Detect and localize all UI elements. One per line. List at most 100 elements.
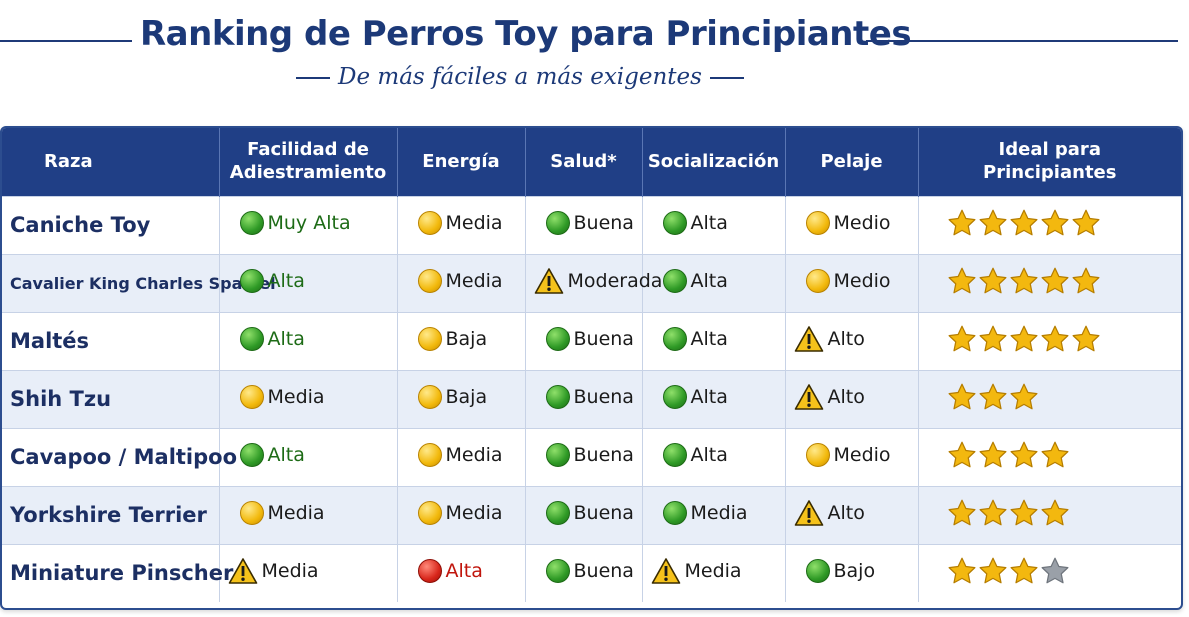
rating-label: Buena — [573, 327, 634, 350]
star-icon — [979, 441, 1006, 467]
subtitle-dash-right — [709, 77, 744, 79]
green-dot-icon — [239, 442, 264, 467]
star-icon — [979, 267, 1006, 293]
star-icon — [1010, 499, 1037, 525]
star-icon — [1072, 325, 1099, 351]
rating-value: Baja — [417, 384, 487, 409]
rating-label: Alto — [827, 327, 865, 350]
rating-label: Media — [684, 559, 742, 582]
rating-value: Media — [651, 557, 742, 585]
rating-cell: Media — [397, 195, 526, 254]
rating-label: Alta — [267, 327, 305, 350]
rating-value: Media — [417, 442, 503, 467]
table-header: Raza Facilidad de Adiestramiento Energía Sa… — [2, 128, 1181, 196]
column-header: Pelaje — [785, 128, 919, 196]
rating-label: Media — [445, 501, 503, 524]
star-rating — [918, 485, 1181, 544]
rating-value: Buena — [545, 384, 634, 409]
rating-label: Alta — [690, 443, 728, 466]
warning-icon — [534, 267, 563, 294]
rating-cell: Media — [642, 485, 786, 544]
rating-cell: Media — [397, 427, 526, 486]
stars-group — [947, 556, 1070, 586]
column-header: Facilidad de Adiestramiento — [219, 128, 398, 196]
star-icon — [948, 557, 975, 584]
rating-label: Media — [261, 559, 319, 582]
yellow-dot-icon — [239, 384, 264, 409]
star-rating — [918, 543, 1181, 602]
title-rule-right — [866, 40, 1178, 42]
rating-label: Muy Alta — [267, 211, 351, 234]
rating-cell: Alta — [219, 311, 398, 370]
rating-label: Alto — [827, 501, 865, 524]
rating-cell: Alta — [642, 369, 786, 428]
stars-group — [947, 324, 1101, 354]
star-icon — [1010, 557, 1037, 584]
green-dot-icon — [662, 384, 687, 409]
rating-label: Medio — [833, 443, 891, 466]
rating-cell: Alto — [785, 311, 919, 370]
rating-value: Alta — [662, 210, 728, 235]
rating-cell: Buena — [525, 427, 643, 486]
rating-value: Buena — [545, 500, 634, 525]
warning-icon — [794, 325, 823, 352]
star-icon — [948, 325, 975, 351]
star-icon — [1041, 325, 1068, 351]
yellow-dot-icon — [417, 210, 442, 235]
star-icon — [948, 383, 975, 409]
rating-value: Alta — [662, 268, 728, 293]
rating-value: Media — [417, 210, 503, 235]
star-icon — [1010, 209, 1037, 235]
star-icon — [948, 499, 975, 525]
rating-cell: Buena — [525, 311, 643, 370]
rating-value: Alto — [794, 383, 865, 411]
rating-label: Bajo — [833, 559, 876, 582]
rating-cell: Buena — [525, 485, 643, 544]
breed-name: Cavalier King Charles Spaniel — [2, 253, 276, 312]
green-dot-icon — [662, 442, 687, 467]
yellow-dot-icon — [417, 384, 442, 409]
rating-cell: Medio — [785, 253, 919, 312]
rating-value: Medio — [805, 268, 891, 293]
rating-label: Buena — [573, 211, 634, 234]
breed-name: Cavapoo / Maltipoo — [2, 427, 237, 486]
rating-cell: Media — [219, 369, 398, 428]
rating-value: Media — [228, 557, 319, 585]
rating-value: Alta — [239, 268, 305, 293]
rating-value: Alto — [794, 325, 865, 353]
stars-group — [947, 208, 1101, 238]
ranking-table-container: Raza Facilidad de Adiestramiento Energía Sa… — [0, 126, 1183, 610]
rating-value: Alto — [794, 499, 865, 527]
rating-value: Buena — [545, 442, 634, 467]
rating-label: Medio — [833, 269, 891, 292]
star-icon — [979, 209, 1006, 235]
green-dot-icon — [239, 268, 264, 293]
rating-cell: Media — [219, 485, 398, 544]
green-dot-icon — [662, 500, 687, 525]
rating-cell: Alta — [397, 543, 526, 602]
rating-cell: Alto — [785, 485, 919, 544]
table-row: Miniature Pinscher Media Alta Buena Media Baj… — [2, 543, 1181, 602]
breed-name: Yorkshire Terrier — [2, 485, 220, 544]
rating-cell: Media — [219, 543, 398, 602]
rating-value: Alta — [662, 442, 728, 467]
rating-value: Baja — [417, 326, 487, 351]
warning-icon — [651, 557, 680, 584]
yellow-dot-icon — [417, 500, 442, 525]
rating-label: Buena — [573, 501, 634, 524]
rating-cell: Alta — [642, 427, 786, 486]
rating-value: Bajo — [805, 558, 876, 583]
rating-cell: Medio — [785, 195, 919, 254]
rating-value: Medio — [805, 210, 891, 235]
star-empty-icon — [1041, 557, 1068, 584]
rating-value: Media — [239, 500, 325, 525]
table-body: Caniche Toy Muy Alta Media Buena Alta Medio Ca… — [2, 195, 1181, 602]
rating-value: Alta — [662, 384, 728, 409]
header-row: Raza Facilidad de Adiestramiento Energía Sa… — [2, 128, 1181, 196]
yellow-dot-icon — [805, 210, 830, 235]
yellow-dot-icon — [239, 500, 264, 525]
star-rating — [918, 195, 1181, 254]
rating-label: Media — [267, 385, 325, 408]
rating-label: Alto — [827, 385, 865, 408]
rating-cell: Media — [397, 485, 526, 544]
